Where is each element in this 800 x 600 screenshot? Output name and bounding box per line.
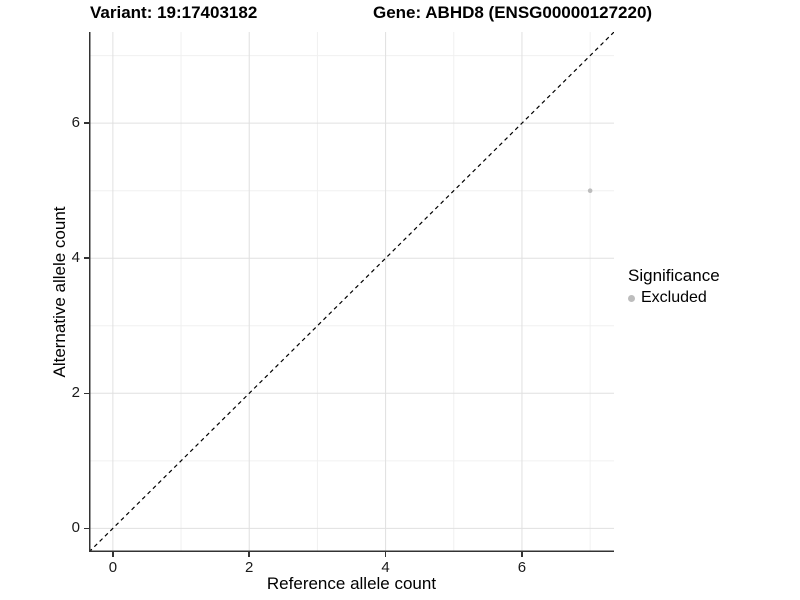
plot-title-variant: Variant: 19:17403182 xyxy=(90,3,258,22)
x-tick-label: 4 xyxy=(381,559,390,576)
y-tick-label: 0 xyxy=(71,519,80,537)
legend-point-icon xyxy=(628,294,635,302)
y-tick-label: 4 xyxy=(71,249,80,267)
chart-canvas xyxy=(89,32,614,552)
y-tick-mark xyxy=(84,122,89,124)
plot-title-gene: Gene: ABHD8 (ENSG00000127220) xyxy=(373,3,653,22)
identity-reference-line xyxy=(89,32,614,552)
plot-panel xyxy=(89,32,614,552)
x-tick-mark xyxy=(521,552,523,557)
legend-item-excluded: Excluded xyxy=(628,289,720,307)
x-tick-label: 0 xyxy=(108,559,118,576)
x-axis-title: Reference allele count xyxy=(266,574,437,593)
y-axis-title: Alternative allele count xyxy=(50,206,69,378)
y-tick-label: 2 xyxy=(71,384,80,402)
legend-item-label: Excluded xyxy=(641,289,707,306)
x-tick-label: 6 xyxy=(517,559,527,576)
y-tick-mark xyxy=(84,392,89,395)
y-tick-mark xyxy=(84,527,89,530)
legend-title: Significance xyxy=(628,266,720,285)
x-tick-mark xyxy=(248,552,250,557)
y-tick-mark xyxy=(84,257,89,259)
data-point xyxy=(587,188,593,194)
x-tick-mark xyxy=(384,552,387,557)
x-tick-mark xyxy=(112,552,114,557)
legend: Significance Excluded xyxy=(628,266,720,307)
y-tick-label: 6 xyxy=(71,114,80,132)
x-tick-label: 2 xyxy=(245,559,254,576)
